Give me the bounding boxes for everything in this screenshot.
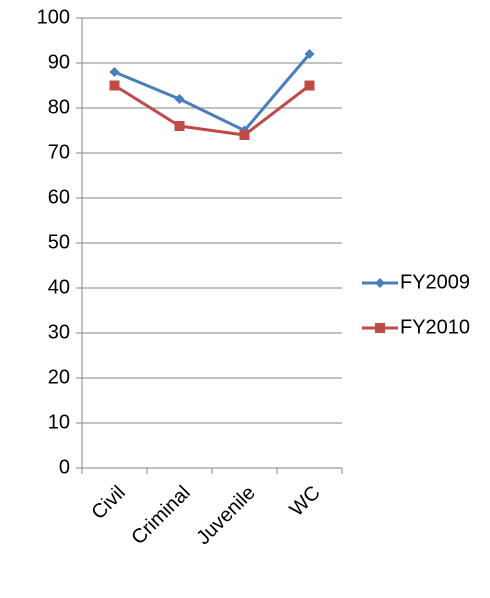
series-line xyxy=(113,84,311,137)
series-line xyxy=(113,53,311,133)
point-marker xyxy=(174,121,185,131)
point-marker xyxy=(174,94,185,104)
y-tick-label: 60 xyxy=(48,186,70,208)
point-marker xyxy=(375,323,385,333)
y-tick-label: 0 xyxy=(59,456,70,478)
y-tick-label: 70 xyxy=(48,141,70,163)
x-tick-label: Juvenile xyxy=(192,482,259,549)
x-tick-label: Civil xyxy=(87,482,129,524)
point-marker xyxy=(304,80,315,91)
x-tick-label: Criminal xyxy=(127,482,194,549)
y-tick-label: 40 xyxy=(48,276,70,298)
y-tick-label: 50 xyxy=(48,231,70,253)
point-marker xyxy=(239,130,250,140)
point-marker xyxy=(375,278,385,288)
y-tick-label: 10 xyxy=(48,411,70,433)
point-marker xyxy=(109,67,120,77)
y-tick-label: 30 xyxy=(48,321,70,343)
y-tick-label: 100 xyxy=(37,6,70,28)
y-tick-label: 20 xyxy=(48,366,70,388)
x-tick-label: WC xyxy=(286,482,325,521)
legend-label: FY2009 xyxy=(400,271,470,293)
point-marker xyxy=(304,49,315,59)
y-tick-label: 80 xyxy=(48,96,70,118)
legend-label: FY2010 xyxy=(400,316,470,338)
point-marker xyxy=(109,80,120,91)
y-tick-label: 90 xyxy=(48,51,70,73)
